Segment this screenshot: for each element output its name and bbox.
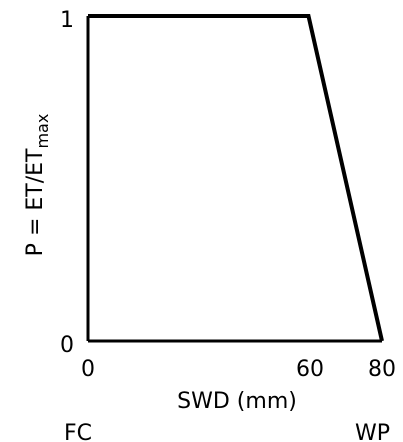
x-axis-title: SWD (mm): [177, 389, 297, 414]
y-axis-title-subscript: max: [33, 114, 52, 149]
x-tick-label-0: 0: [81, 357, 95, 382]
y-axis-title-main: P = ET/ET: [23, 148, 48, 256]
x-tick-label-60: 60: [296, 357, 324, 382]
wp-label: WP: [355, 421, 390, 442]
y-tick-label-0: 0: [60, 333, 74, 358]
x-tick-label-80: 80: [368, 357, 396, 382]
series-line: [88, 14, 384, 342]
y-axis-title: P = ET/ETmax: [23, 114, 52, 257]
fc-label: FC: [64, 421, 92, 442]
y-tick-label-1: 1: [60, 8, 74, 33]
